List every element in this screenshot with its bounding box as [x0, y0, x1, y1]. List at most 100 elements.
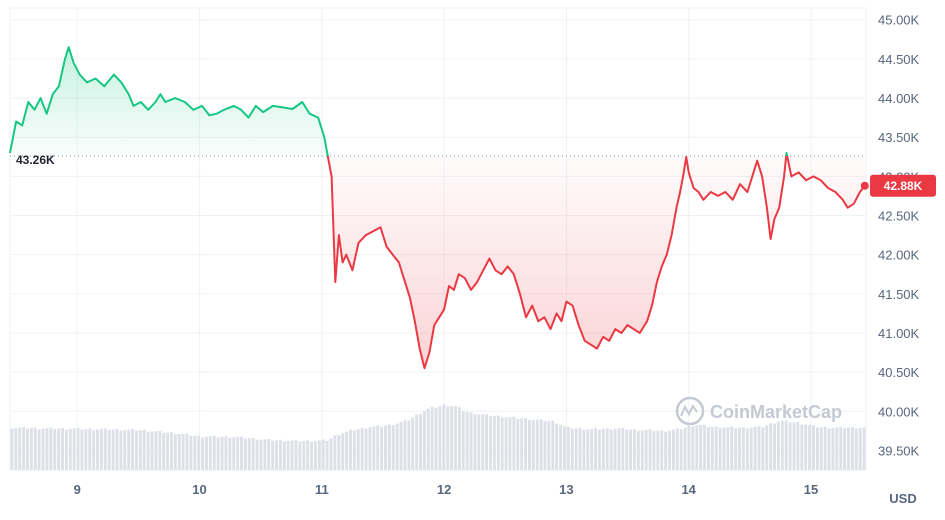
x-axis-ticks: 9 10 11 12 13 14 15 [74, 482, 819, 497]
volume-bar [111, 429, 115, 470]
volume-bar [524, 418, 527, 470]
volume-bar [166, 432, 170, 470]
volume-bar [671, 429, 675, 470]
volume-bar [310, 441, 313, 470]
volume-bar [485, 414, 489, 470]
volume-bar [403, 420, 407, 470]
volume-bar [500, 417, 504, 470]
y-tick-label: 45.00K [878, 13, 920, 28]
volume-bar [240, 436, 243, 470]
volume-bar [527, 420, 531, 470]
volume-bar [341, 433, 345, 470]
x-tick-label: 13 [559, 482, 573, 497]
volume-bar [119, 430, 123, 470]
current-price-bg [870, 174, 936, 197]
y-tick-label: 42.50K [878, 209, 920, 224]
volume-bar [586, 429, 590, 470]
x-tick-label: 11 [315, 482, 329, 497]
volume-bar [508, 416, 512, 470]
volume-bar [578, 427, 582, 470]
volume-bar [185, 433, 189, 470]
volume-bar [808, 425, 812, 470]
volume-bar [854, 428, 858, 470]
volume-bar [559, 425, 563, 470]
volume-bar [224, 436, 228, 470]
volume-bar [652, 431, 656, 470]
y-tick-label: 40.00K [878, 404, 920, 419]
volume-bar [749, 427, 753, 470]
volume-bar [201, 437, 205, 470]
current-price-label: 42.88K [884, 179, 923, 193]
volume-bar [415, 414, 419, 470]
volume-bar [850, 427, 854, 470]
volume-bar [543, 421, 547, 470]
volume-bar [162, 432, 166, 470]
volume-bar [26, 428, 29, 470]
volume-bar [72, 428, 76, 470]
volume-bar [352, 430, 356, 470]
volume-bar [469, 412, 473, 470]
current-price-dot [860, 181, 869, 190]
volume-bar [181, 433, 185, 470]
volume-bar [18, 427, 22, 470]
volume-bar [492, 415, 496, 470]
y-tick-label: 39.50K [878, 443, 920, 458]
volume-bars [10, 404, 866, 470]
volume-bar [384, 425, 387, 470]
volume-bar [68, 429, 72, 470]
volume-bar [146, 431, 150, 470]
volume-bar [426, 408, 430, 470]
volume-bar [687, 425, 691, 470]
volume-bar [337, 435, 341, 470]
volume-bar [629, 429, 633, 470]
volume-bar [329, 438, 333, 470]
volume-bar [827, 428, 831, 470]
watermark-text: CoinMarketCap [710, 402, 842, 422]
volume-bar [617, 428, 621, 470]
price-areas [10, 47, 865, 369]
volume-bar [741, 426, 745, 470]
volume-bar [613, 428, 617, 470]
volume-bar [446, 406, 450, 470]
volume-bar [345, 431, 349, 470]
volume-bar [520, 418, 524, 470]
volume-bar [325, 440, 329, 470]
volume-bar [457, 407, 461, 470]
volume-bar [407, 420, 411, 470]
volume-bar [302, 440, 306, 470]
volume-bar [271, 440, 275, 470]
y-tick-label: 44.50K [878, 52, 920, 67]
volume-bar [92, 430, 96, 470]
volume-bar [411, 417, 415, 470]
volume-bar [769, 423, 773, 470]
volume-bar [236, 436, 240, 470]
volume-bar [812, 425, 815, 470]
volume-bar [726, 427, 730, 470]
volume-bar [636, 430, 640, 470]
volume-bar [574, 428, 578, 470]
volume-bar [142, 429, 146, 470]
volume-bar [734, 428, 738, 470]
volume-bar [438, 406, 442, 470]
volume-bar [294, 439, 298, 470]
volume-bar [170, 432, 173, 470]
volume-bar [535, 419, 539, 470]
volume-bar [208, 436, 212, 470]
volume-bar [442, 404, 446, 470]
volume-bar [364, 428, 368, 470]
volume-bar [516, 418, 520, 470]
volume-bar [804, 424, 808, 470]
volume-bar [691, 426, 695, 470]
volume-bar [275, 440, 278, 470]
volume-bar [625, 429, 629, 470]
y-axis-ticks: 45.00K44.50K44.00K43.50K43.00K42.50K42.0… [878, 13, 920, 459]
volume-bar [555, 423, 559, 470]
volume-bar [173, 434, 177, 470]
volume-bar [399, 421, 403, 470]
volume-bar [197, 435, 201, 470]
volume-bar [504, 417, 508, 470]
volume-bar [839, 426, 843, 470]
volume-bar [714, 426, 718, 470]
volume-bar [232, 437, 236, 470]
volume-bar [41, 428, 45, 470]
